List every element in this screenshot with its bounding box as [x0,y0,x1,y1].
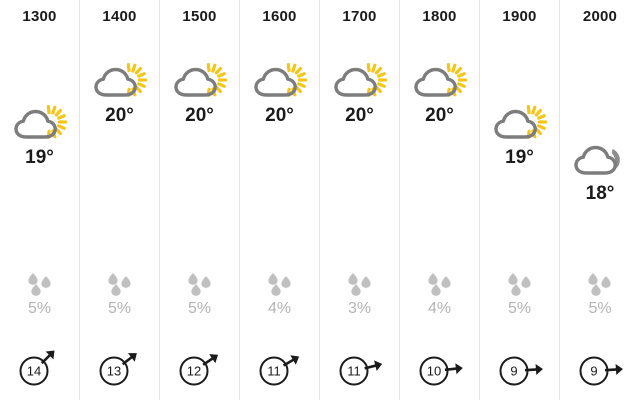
wind-direction-arrow-icon [40,350,55,365]
weather-block: 20° [80,62,159,127]
time-label: 1700 [342,8,377,25]
wind-speed-dial: 11 [339,356,382,386]
wind-speed-dial: 10 [419,356,463,386]
wind-block[interactable]: 13 [80,350,159,390]
hour-column-1800[interactable]: 1800 20° 4% 10 [400,0,480,400]
rain-chance-label: 5% [588,300,612,317]
rain-block: 4% [400,272,479,318]
sun-behind-cloud-icon [493,104,547,140]
rain-block: 4% [240,272,319,318]
sun-behind-cloud-icon [93,62,147,98]
rain-chance-label: 5% [107,300,132,317]
temperature-label: 20° [105,105,134,126]
hour-column-1500[interactable]: 1500 20° 5% 12 [160,0,240,400]
svg-text:11: 11 [347,364,361,379]
svg-text:10: 10 [426,364,440,379]
wind-speed-dial: 12 [179,354,218,386]
wind-direction-arrow-icon [121,353,137,366]
weather-block: 20° [320,62,399,127]
sun-behind-cloud-icon [413,62,467,98]
time-label: 2000 [582,8,618,25]
temperature-label: 20° [185,105,214,126]
rain-block: 5% [80,272,159,318]
rain-block: 5% [0,272,79,318]
wind-block[interactable]: 9 [480,350,559,390]
hour-column-2000[interactable]: 2000 18° 5% 9 [560,0,640,400]
rain-chance-label: 5% [187,300,212,317]
hour-column-1600[interactable]: 1600 20° 4% 11 [240,0,320,400]
svg-text:9: 9 [590,364,597,379]
time-label: 1300 [22,8,57,25]
rain-chance-label: 4% [267,300,292,317]
wind-direction-arrow-icon [524,363,543,375]
weather-block: 18° [560,140,640,205]
rain-drops-icon [507,273,531,296]
hour-column-1400[interactable]: 1400 20° 5% 13 [80,0,160,400]
rain-chance-label: 5% [27,300,52,317]
rain-drops-icon [427,273,451,296]
svg-text:13: 13 [106,364,120,379]
rain-chance-label: 5% [507,300,532,317]
rain-chance-label: 3% [347,300,372,317]
rain-chance-label: 4% [427,300,452,317]
temperature-label: 20° [345,105,374,126]
rain-block: 5% [160,272,239,318]
wind-block[interactable]: 11 [240,350,319,390]
wind-speed-dial: 13 [99,353,137,386]
wind-speed-dial: 9 [499,356,543,386]
weather-block: 20° [400,62,479,127]
sun-behind-cloud-icon [173,62,227,98]
rain-drops-icon [187,273,211,296]
wind-speed-dial: 9 [579,356,623,386]
hour-column-1900[interactable]: 1900 19° 5% 9 [480,0,560,400]
hour-column-1700[interactable]: 1700 20° 3% 11 [320,0,400,400]
svg-text:11: 11 [267,364,281,379]
wind-direction-arrow-icon [282,355,299,367]
rain-block: 5% [560,272,640,318]
time-label: 1600 [262,8,297,25]
wind-direction-arrow-icon [363,360,382,372]
rain-drops-icon [27,273,51,296]
time-label: 1900 [502,8,537,25]
temperature-label: 20° [265,105,294,126]
sun-behind-cloud-icon [253,62,307,98]
wind-block[interactable]: 10 [400,350,479,390]
weather-block: 19° [480,104,559,169]
wind-block[interactable]: 12 [160,350,239,390]
temperature-label: 19° [25,147,54,168]
wind-direction-arrow-icon [444,363,463,375]
rain-block: 5% [480,272,559,318]
rain-block: 3% [320,272,399,318]
temperature-label: 19° [505,147,534,168]
wind-speed-dial: 14 [19,350,55,386]
weather-block: 20° [160,62,239,127]
temperature-label: 18° [585,183,615,204]
wind-speed-dial: 11 [259,355,299,386]
wind-block[interactable]: 14 [0,350,79,390]
svg-text:12: 12 [186,364,200,379]
time-label: 1400 [102,8,137,25]
weather-block: 19° [0,104,79,169]
svg-text:14: 14 [26,364,40,379]
sun-behind-cloud-icon [13,104,67,140]
weather-block: 20° [240,62,319,127]
hour-column-1300[interactable]: 1300 19° 5% 14 [0,0,80,400]
rain-drops-icon [588,273,611,296]
wind-block[interactable]: 11 [320,350,399,390]
time-label: 1500 [182,8,217,25]
wind-block[interactable]: 9 [560,350,640,390]
wind-direction-arrow-icon [604,363,623,375]
sun-behind-cloud-icon [333,62,387,98]
svg-text:9: 9 [510,364,517,379]
wind-direction-arrow-icon [201,354,218,366]
rain-drops-icon [107,273,131,296]
rain-drops-icon [267,273,291,296]
moon-behind-cloud-icon [574,145,620,175]
time-label: 1800 [422,8,457,25]
temperature-label: 20° [425,105,454,126]
rain-drops-icon [347,273,371,296]
